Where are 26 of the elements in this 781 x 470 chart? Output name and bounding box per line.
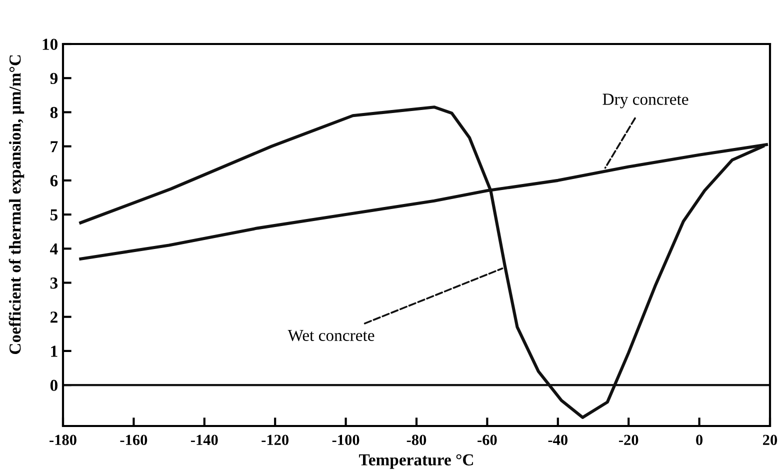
annotation: Wet concrete [288, 330, 374, 342]
x-tick-label: -80 [406, 434, 426, 446]
y-tick-label: 2 [50, 312, 58, 323]
x-axis-title: Temperature °C [359, 454, 473, 469]
y-tick-label: 10 [42, 38, 58, 50]
x-tick-label: -40 [548, 434, 568, 446]
y-tick-label: 8 [50, 106, 58, 118]
annotation: Dry concrete [602, 94, 688, 108]
y-axis-title: Coefficient of thermal expansion, μm/m°C [8, 55, 24, 354]
y-tick-label: 0 [50, 380, 58, 392]
y-tick-label: 4 [50, 243, 58, 254]
x-tick-label: -120 [262, 434, 289, 446]
y-tick-label: 1 [51, 346, 58, 357]
y-tick-label: 6 [50, 175, 58, 186]
x-tick-label: -160 [120, 434, 148, 446]
x-tick-label: 20 [763, 434, 778, 446]
x-tick-label: -100 [332, 434, 360, 446]
x-tick-label: 0 [696, 434, 703, 446]
y-tick-label: 5 [50, 209, 58, 220]
y-tick-label: 7 [50, 141, 58, 152]
x-tick-label: -20 [618, 434, 638, 446]
y-tick-label: 9 [50, 72, 58, 84]
x-tick-label: -180 [50, 434, 76, 446]
y-tick-label: 3 [50, 277, 58, 289]
x-tick-label: -60 [478, 434, 497, 446]
x-tick-label: -140 [190, 434, 218, 446]
